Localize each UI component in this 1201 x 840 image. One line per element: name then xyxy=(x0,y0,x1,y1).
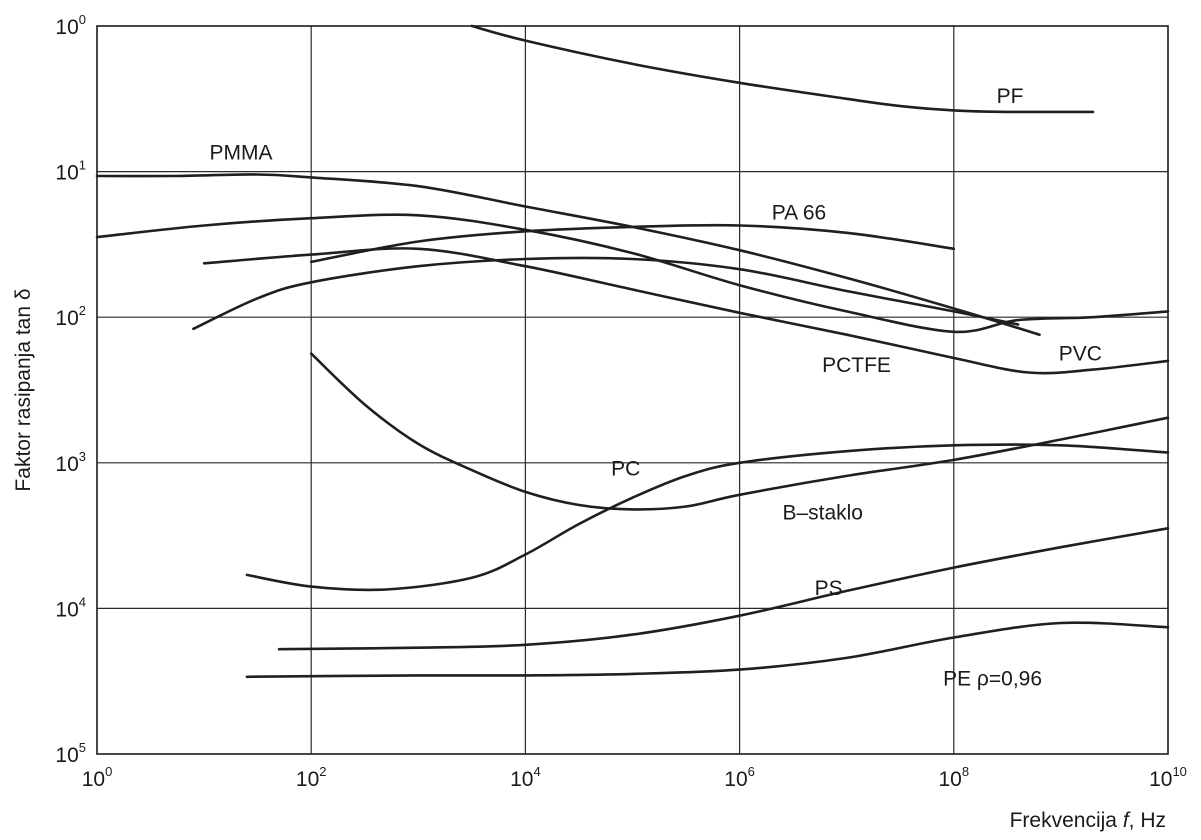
series-line-pc xyxy=(245,443,1170,592)
y-tick-label: 105 xyxy=(55,740,86,767)
y-axis-ticks: 100 101 102 103 104 105 xyxy=(55,12,86,767)
curve-labels: PF PMMA PA 66 PVC PCTFE PC B–staklo PS PE ρ=0,96 xyxy=(209,85,1101,690)
series-label-pctfe: PCTFE xyxy=(822,354,891,377)
series-line-pvc xyxy=(95,213,1170,334)
y-axis-label: Faktor rasipanja tan δ xyxy=(12,288,35,491)
y-tick-label: 103 xyxy=(55,449,86,476)
x-tick-label: 106 xyxy=(724,764,755,791)
grid xyxy=(97,26,1168,754)
y-tick-label: 102 xyxy=(55,303,86,330)
x-tick-label: 102 xyxy=(296,764,327,791)
series-label-pe-0-96: PE ρ=0,96 xyxy=(943,667,1042,690)
series-label-b-staklo: B–staklo xyxy=(782,501,863,524)
series-line-pf xyxy=(470,24,1095,114)
x-tick-label: 104 xyxy=(510,764,541,791)
y-tick-label: 104 xyxy=(55,594,86,621)
series-label-pvc: PVC xyxy=(1059,343,1102,366)
x-tick-label: 100 xyxy=(82,764,113,791)
series-line-b-staklo xyxy=(309,352,1170,511)
series-label-pc: PC xyxy=(611,458,640,481)
series-line-pa-66 xyxy=(309,223,956,264)
series-line-pctfe-b xyxy=(202,247,1170,375)
series-label-pa-66: PA 66 xyxy=(772,201,827,224)
y-tick-label: 100 xyxy=(55,12,86,39)
y-tick-label: 101 xyxy=(55,158,86,185)
x-axis-ticks: 100 102 104 106 108 1010 xyxy=(82,764,1187,791)
x-axis-label: Frekvencija f, Hz xyxy=(1010,809,1166,832)
x-tick-label: 1010 xyxy=(1149,764,1187,791)
series-label-ps: PS xyxy=(815,577,843,600)
plot-frame xyxy=(96,25,1169,755)
series-label-pf: PF xyxy=(997,85,1024,108)
series-line-pctfe xyxy=(192,256,1020,331)
curves xyxy=(95,24,1170,679)
series-line-ps xyxy=(277,527,1170,651)
x-tick-label: 108 xyxy=(939,764,970,791)
series-line-pe-0-96 xyxy=(245,621,1170,679)
series-line-pmma xyxy=(95,173,1041,336)
series-label-pmma: PMMA xyxy=(209,142,272,165)
